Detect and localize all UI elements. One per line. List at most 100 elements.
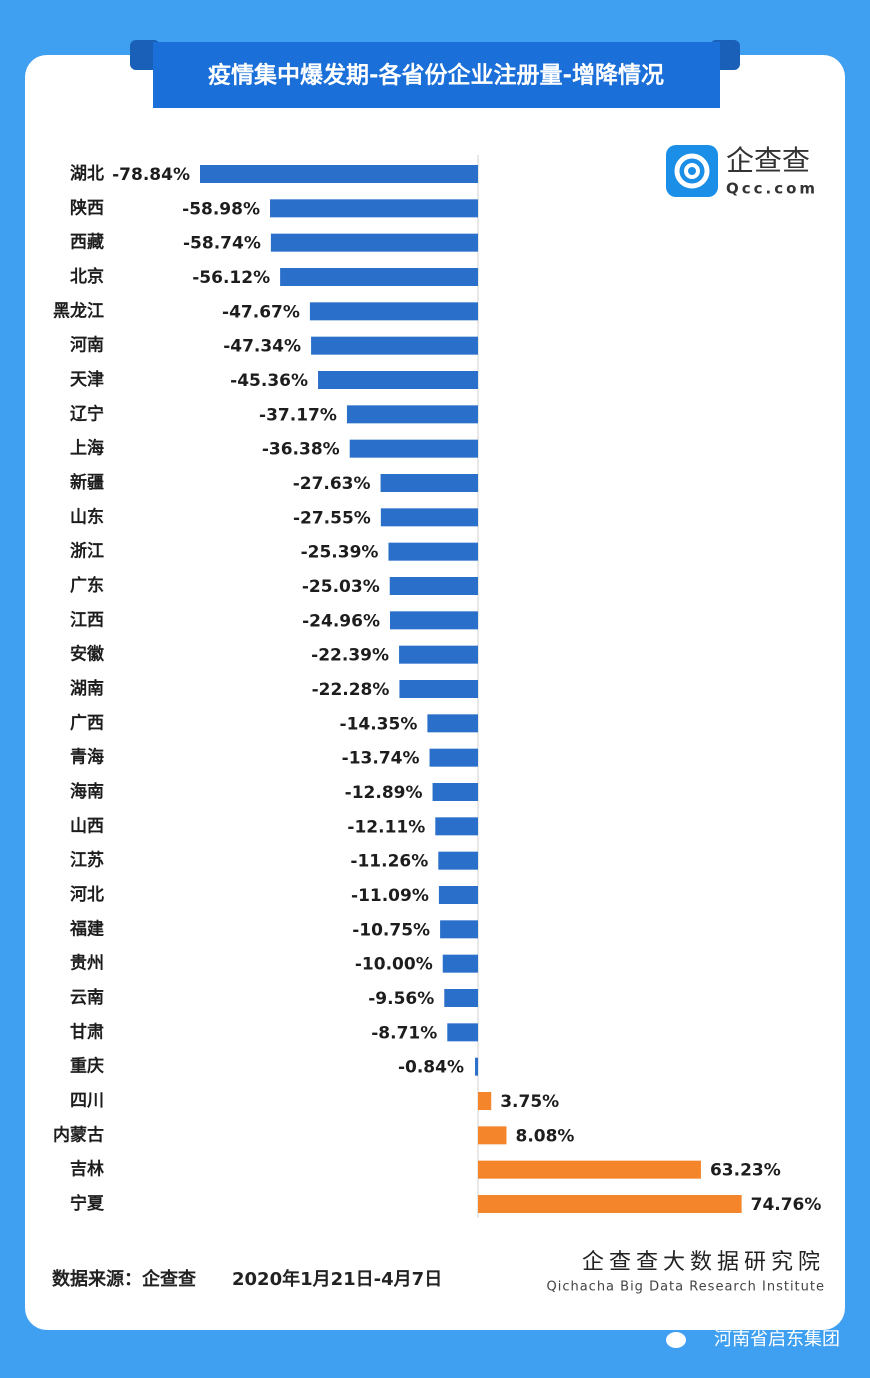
value-label: 8.08%	[515, 1126, 574, 1146]
institute-name: 企查查大数据研究院	[582, 1250, 825, 1275]
category-label: 西藏	[70, 233, 104, 253]
bar	[270, 233, 478, 252]
value-label: -22.28%	[312, 680, 390, 700]
bar	[389, 611, 478, 630]
category-label: 甘肃	[70, 1021, 104, 1042]
value-label: 3.75%	[500, 1092, 559, 1112]
category-label: 山东	[70, 506, 104, 527]
logo-mark	[684, 163, 700, 179]
value-label: -13.74%	[342, 749, 420, 769]
bar	[475, 1057, 478, 1076]
value-label: -58.74%	[183, 234, 261, 254]
bar	[311, 336, 478, 355]
value-label: -78.84%	[112, 165, 190, 185]
bar	[478, 1195, 742, 1213]
value-label: -10.75%	[352, 920, 430, 940]
watermark: 河南省启东集团	[714, 1329, 840, 1350]
value-label: 63.23%	[710, 1161, 781, 1181]
value-label: -14.35%	[340, 714, 418, 734]
bar	[444, 989, 478, 1007]
bar	[380, 474, 478, 492]
date-range: 2020年1月21日-4月7日	[232, 1268, 442, 1290]
bar	[200, 165, 478, 183]
value-label: -25.39%	[301, 543, 379, 563]
category-label: 四川	[70, 1091, 104, 1111]
category-label: 青海	[70, 747, 104, 768]
value-label: -27.55%	[293, 508, 371, 528]
title-banner	[153, 42, 720, 108]
category-label: 上海	[70, 438, 104, 459]
bar	[447, 1023, 478, 1042]
value-label: -12.89%	[345, 783, 423, 803]
banner-tab	[130, 40, 160, 70]
category-label: 陕西	[70, 197, 104, 218]
bar	[440, 920, 478, 939]
bar	[280, 268, 478, 286]
category-label: 山西	[70, 816, 104, 836]
value-label: -24.96%	[302, 611, 380, 631]
bar	[442, 954, 478, 973]
value-label: -47.34%	[223, 337, 301, 357]
category-label: 海南	[70, 781, 104, 802]
value-label: -36.38%	[262, 440, 340, 460]
category-label: 湖南	[70, 678, 104, 699]
value-label: 74.76%	[751, 1195, 822, 1215]
category-label: 江苏	[70, 850, 104, 871]
source: 数据来源：企查查	[52, 1268, 196, 1290]
value-label: -11.09%	[351, 886, 429, 906]
value-label: -12.11%	[347, 817, 425, 837]
category-label: 内蒙古	[53, 1124, 104, 1145]
category-label: 河南	[70, 335, 104, 356]
bar	[478, 1092, 492, 1110]
bar	[309, 302, 478, 321]
category-label: 广东	[70, 575, 104, 596]
value-label: -58.98%	[182, 199, 260, 219]
bar	[478, 1160, 701, 1179]
value-label: -27.63%	[293, 474, 371, 494]
value-label: -37.17%	[259, 405, 337, 425]
category-label: 江西	[70, 610, 104, 630]
bar	[346, 405, 478, 424]
category-label: 黑龙江	[53, 300, 104, 321]
category-label: 湖北	[70, 164, 104, 184]
category-label: 新疆	[70, 472, 104, 493]
category-label: 浙江	[70, 541, 104, 562]
bar	[399, 680, 478, 698]
category-label: 安徽	[70, 644, 105, 665]
category-label: 吉林	[70, 1159, 104, 1180]
bar	[318, 371, 478, 389]
value-label: -11.26%	[350, 852, 428, 872]
category-label: 天津	[70, 369, 104, 390]
bar	[429, 748, 478, 767]
bars: 湖北 -78.84% 陕西 -58.98% 西藏 -58.74% 北京 -56.12% 黑龙江 -…	[53, 164, 821, 1215]
category-label: 广西	[70, 712, 104, 733]
bar	[432, 783, 478, 801]
category-label: 贵州	[70, 953, 104, 974]
value-label: -10.00%	[355, 955, 433, 975]
value-label: -45.36%	[230, 371, 308, 391]
bar	[478, 1126, 507, 1145]
logo-icon	[666, 145, 718, 197]
value-label: -47.67%	[222, 302, 300, 322]
bar	[270, 199, 478, 218]
category-label: 辽宁	[70, 403, 104, 424]
bar	[389, 577, 478, 595]
category-label: 福建	[69, 918, 104, 939]
category-label: 北京	[70, 266, 104, 287]
value-label: -9.56%	[368, 989, 434, 1009]
bar	[388, 542, 478, 561]
category-label: 云南	[70, 987, 104, 1008]
institute-english: Qichacha Big Data Research Institute	[546, 1280, 825, 1295]
category-label: 宁夏	[70, 1193, 105, 1214]
value-label: -56.12%	[192, 268, 270, 288]
bar	[435, 817, 478, 836]
chart-title: 疫情集中爆发期-各省份企业注册量-增降情况	[208, 62, 664, 89]
bar	[349, 439, 478, 458]
value-label: -22.39%	[311, 646, 389, 666]
bar	[399, 645, 478, 664]
bar	[427, 714, 478, 733]
bar	[380, 508, 478, 527]
bar	[438, 851, 478, 870]
